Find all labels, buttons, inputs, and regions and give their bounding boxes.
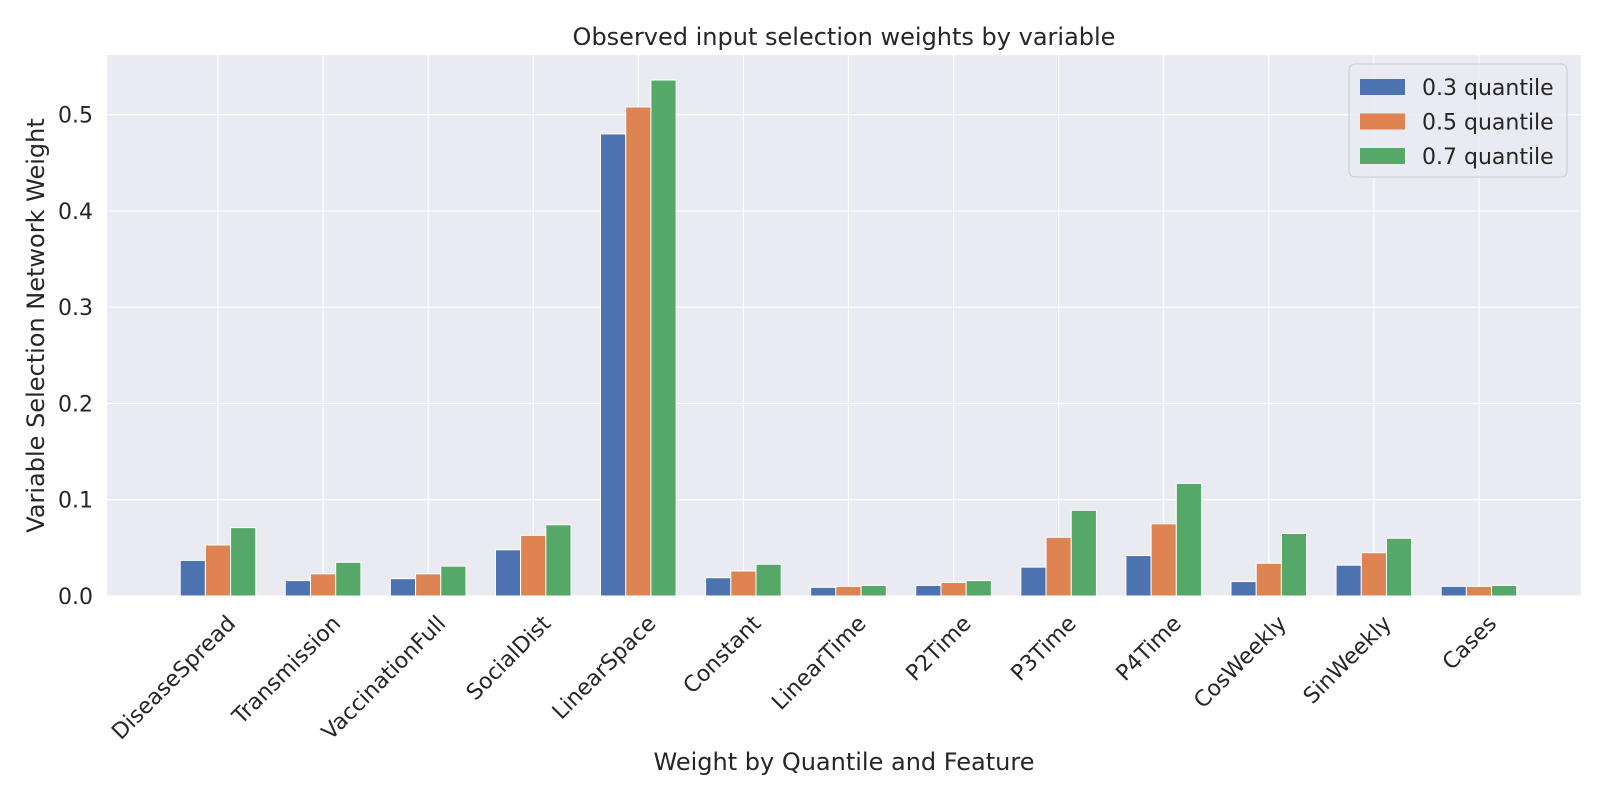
bar-linearspace-series-3 (650, 79, 677, 597)
y-axis-title: Variable Selection Network Weight (22, 118, 50, 532)
bar-p4time-series-2 (1150, 523, 1177, 597)
bar-cases-series-1 (1440, 585, 1467, 597)
y-tick-label: 0.4 (58, 200, 93, 225)
bar-socialdist-series-1 (494, 549, 522, 597)
x-tick-label: SocialDist (462, 611, 557, 706)
y-tick-labels: 0.0 0.1 0.2 0.3 0.4 0.5 (58, 104, 93, 610)
bar-p2time-series-2 (940, 582, 967, 597)
x-tick-label: CosWeekly (1189, 611, 1291, 713)
bar-cosweekly-series-3 (1280, 532, 1308, 597)
bar-vaccinationfull-series-2 (415, 573, 442, 597)
bar-p3time-series-3 (1070, 509, 1097, 597)
y-tick-label: 0.3 (58, 296, 93, 321)
bars (179, 79, 1518, 597)
x-tick-label: LinearTime (767, 611, 871, 715)
bar-sinweekly-series-3 (1385, 537, 1413, 597)
bar-sinweekly-series-1 (1335, 564, 1362, 597)
x-axis-title: Weight by Quantile and Feature (654, 748, 1035, 776)
bar-p3time-series-1 (1020, 566, 1047, 597)
legend-swatch (1360, 113, 1405, 130)
chart-title: Observed input selection weights by vari… (573, 23, 1116, 51)
legend: 0.3 quantile 0.5 quantile 0.7 quantile (1348, 63, 1568, 178)
bar-diseasespread-series-1 (179, 559, 206, 597)
bar-vaccinationfull-series-1 (389, 578, 417, 597)
bar-cosweekly-series-2 (1255, 562, 1282, 597)
x-tick-label: SinWeekly (1299, 611, 1397, 709)
bar-constant-series-2 (730, 570, 757, 597)
x-tick-label: Cases (1438, 611, 1502, 675)
plot-background (107, 55, 1581, 596)
bar-transmission-series-3 (335, 561, 362, 597)
legend-swatch (1360, 148, 1405, 164)
x-tick-label: Transmission (227, 611, 346, 730)
x-tick-label: P4Time (1112, 611, 1187, 686)
x-tick-label: P2Time (902, 611, 977, 686)
x-tick-label: P3Time (1007, 611, 1082, 686)
bar-p3time-series-2 (1045, 536, 1072, 597)
legend-label: 0.3 quantile (1422, 76, 1554, 101)
bar-p2time-series-1 (915, 584, 942, 597)
legend-label: 0.5 quantile (1422, 111, 1554, 136)
bar-linearspace-series-1 (600, 133, 627, 597)
bar-socialdist-series-2 (520, 534, 547, 597)
bar-vaccinationfull-series-3 (440, 565, 467, 597)
y-tick-label: 0.1 (58, 489, 93, 514)
bar-p2time-series-3 (965, 580, 992, 597)
bar-diseasespread-series-2 (204, 544, 232, 597)
legend-swatch (1360, 79, 1405, 95)
bar-p4time-series-3 (1175, 482, 1203, 597)
bar-transmission-series-1 (284, 580, 311, 597)
bar-cases-series-3 (1491, 584, 1518, 597)
y-tick-label: 0.2 (58, 392, 93, 417)
bar-linearspace-series-2 (625, 106, 652, 597)
x-tick-label: LinearSpace (548, 611, 661, 724)
y-tick-label: 0.0 (58, 585, 93, 610)
bar-p4time-series-1 (1125, 555, 1152, 597)
bar-cases-series-2 (1465, 585, 1493, 597)
x-tick-label: Constant (679, 611, 767, 699)
bar-constant-series-1 (705, 577, 732, 597)
x-tick-label: DiseaseSpread (107, 611, 241, 745)
bar-lineartime-series-3 (860, 584, 887, 597)
bar-transmission-series-2 (309, 573, 337, 597)
bar-constant-series-3 (755, 563, 782, 597)
bar-lineartime-series-2 (835, 585, 862, 597)
legend-label: 0.7 quantile (1422, 145, 1554, 170)
bar-sinweekly-series-2 (1360, 552, 1387, 597)
bar-socialdist-series-3 (545, 524, 572, 597)
x-tick-labels: DiseaseSpreadTransmissionVaccinationFull… (107, 611, 1502, 745)
bar-cosweekly-series-1 (1230, 581, 1257, 597)
y-tick-label: 0.5 (58, 104, 93, 129)
bar-lineartime-series-1 (810, 586, 837, 597)
bar-diseasespread-series-3 (230, 527, 257, 597)
